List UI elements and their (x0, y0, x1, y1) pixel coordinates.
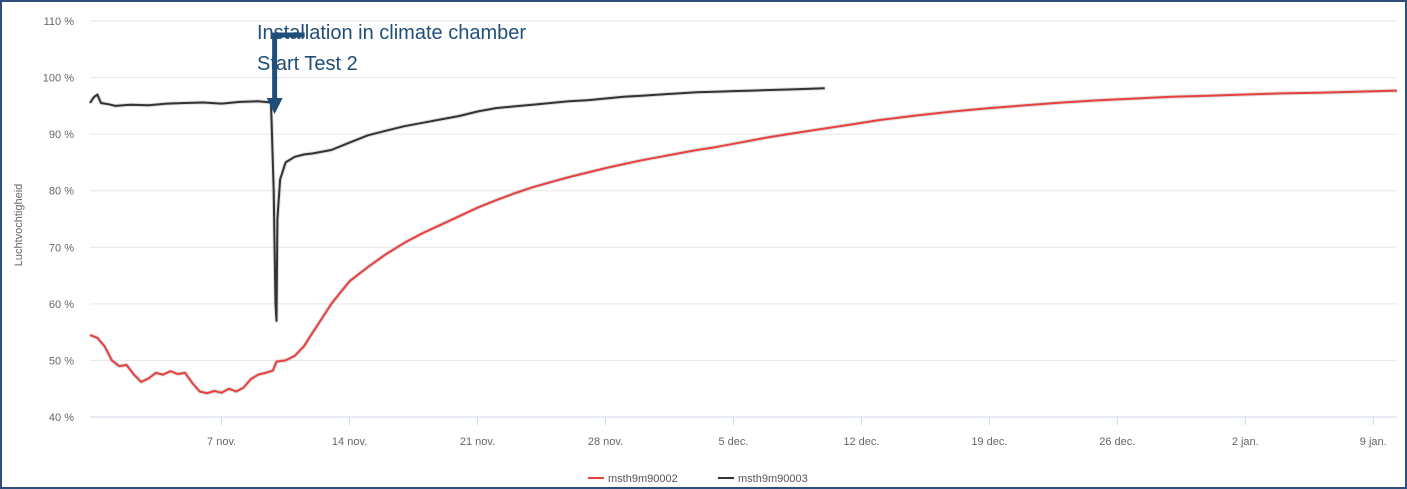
x-tick-label: 7 nov. (207, 436, 236, 448)
x-tick-label: 21 nov. (460, 436, 495, 448)
annotation-line-1: Installation in climate chamber (257, 22, 526, 44)
y-tick-label: 90 % (49, 129, 74, 141)
annotation-arrow-line (272, 32, 305, 100)
annotation-arrow-head (266, 98, 283, 114)
y-tick-label: 110 % (44, 16, 75, 28)
annotation: Installation in climate chamber Start Te… (257, 22, 526, 114)
legend[interactable]: msth9m90002 msth9m90003 (588, 473, 808, 485)
x-axis-ticks: 7 nov. 14 nov. 21 nov. 28 nov. 5 dec. 12 dec.… (207, 417, 1387, 448)
y-tick-label: 40 % (49, 412, 74, 424)
series-envelope-msth9m90003 (88, 86, 825, 323)
x-tick-label: 19 dec. (971, 436, 1007, 448)
legend-label: msth9m90003 (738, 473, 808, 485)
y-tick-label: 60 % (49, 299, 74, 311)
y-axis-label: Luchtvochtigheid (13, 184, 25, 267)
series-group (88, 86, 1398, 396)
y-axis-ticks: 40 % 50 % 60 % 70 % 80 % 90 % 100 % 110 % (43, 16, 74, 424)
series-line-msth9m90002[interactable] (89, 89, 1398, 395)
legend-label: msth9m90002 (608, 473, 678, 485)
x-tick-label: 9 jan. (1360, 436, 1387, 448)
x-tick-label: 14 nov. (332, 436, 367, 448)
x-tick-label: 12 dec. (843, 436, 879, 448)
x-tick-label: 5 dec. (718, 436, 748, 448)
y-tick-label: 80 % (49, 186, 74, 198)
y-tick-label: 70 % (49, 242, 74, 254)
series-envelope-msth9m90002 (89, 88, 1398, 396)
legend-item-msth9m90002[interactable]: msth9m90002 (588, 473, 678, 485)
legend-item-msth9m90003[interactable]: msth9m90003 (718, 473, 808, 485)
grid (90, 20, 1397, 418)
x-tick-label: 2 jan. (1232, 436, 1259, 448)
y-tick-label: 100 % (43, 73, 74, 85)
x-tick-label: 26 dec. (1099, 436, 1135, 448)
series-line-msth9m90003[interactable] (89, 87, 825, 322)
y-tick-label: 50 % (49, 355, 74, 367)
x-tick-label: 28 nov. (588, 436, 623, 448)
annotation-line-2: Start Test 2 (257, 53, 358, 75)
